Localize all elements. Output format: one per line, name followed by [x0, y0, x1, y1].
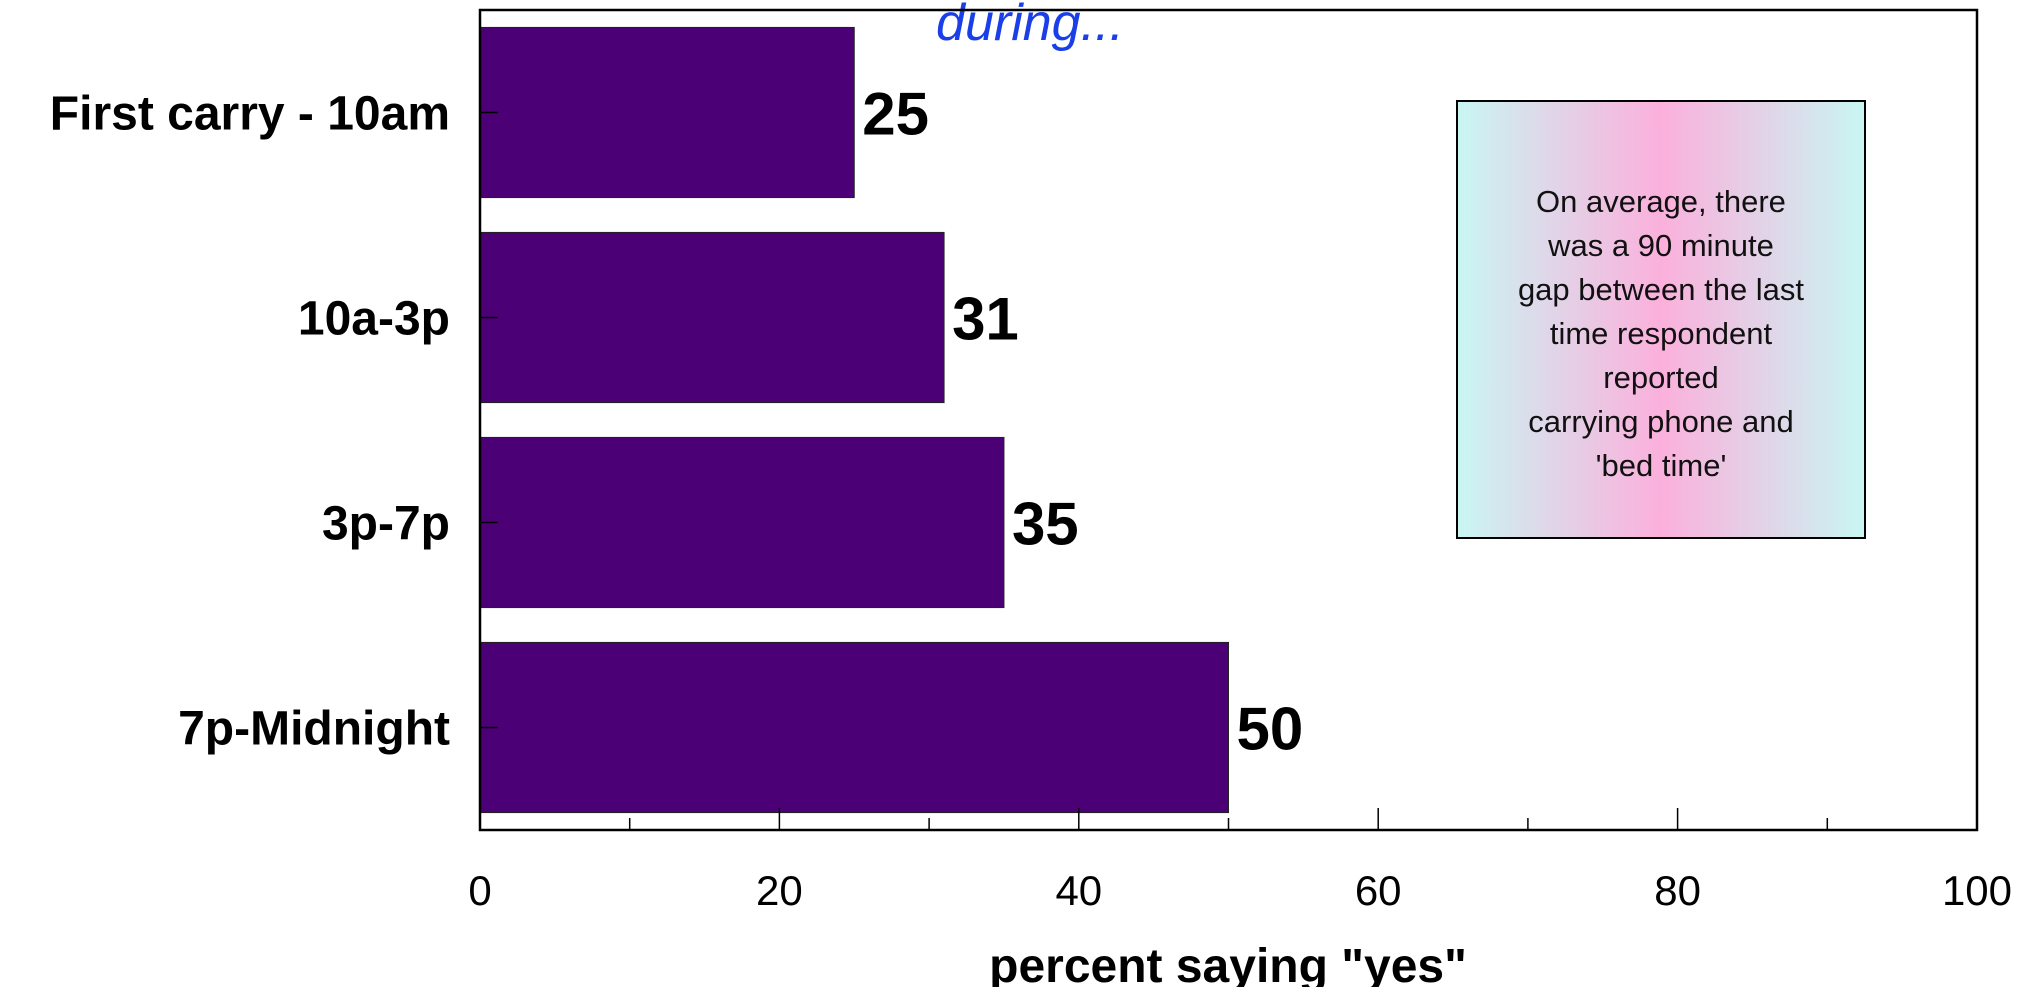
x-tick-label: 60: [1355, 867, 1402, 914]
axis-ticks: [480, 111, 1829, 830]
annotation-text: On average, there was a 90 minute gap betw…: [1518, 184, 1804, 483]
annotation-line: was a 90 minute: [1547, 228, 1774, 263]
value-label: 25: [862, 81, 929, 148]
chart-title: during...: [936, 0, 1124, 52]
bar-2: [479, 231, 945, 404]
bars-group: [479, 26, 1229, 814]
category-label: 10a-3p: [298, 293, 450, 346]
x-tick-labels: 0 20 40 60 80 100: [468, 867, 2012, 914]
x-tick-label: 80: [1654, 867, 1701, 914]
annotation-line: gap between the last: [1518, 272, 1804, 307]
value-label: 31: [952, 286, 1019, 353]
category-label: 3p-7p: [322, 498, 450, 551]
annotation-line: carrying phone and: [1528, 404, 1793, 439]
annotation-background: [1456, 100, 1866, 539]
category-labels: First carry - 10am 10a-3p 3p-7p 7p-Midnight: [50, 88, 450, 756]
annotation-line: time respondent: [1550, 316, 1773, 351]
x-tick-label: 40: [1055, 867, 1102, 914]
value-labels: 25 31 35 50: [862, 81, 1303, 763]
x-tick-label: 0: [468, 867, 491, 914]
value-label: 35: [1012, 491, 1079, 558]
x-axis-title: percent saying "yes": [989, 940, 1467, 987]
bar-3: [479, 436, 1005, 609]
annotation-box: On average, there was a 90 minute gap betw…: [1456, 100, 1866, 539]
value-label: 50: [1237, 696, 1304, 763]
x-tick-label: 20: [756, 867, 803, 914]
annotation-line: 'bed time': [1596, 448, 1727, 483]
category-label: 7p-Midnight: [178, 703, 450, 756]
annotation-line: reported: [1603, 360, 1718, 395]
category-label: First carry - 10am: [50, 88, 450, 141]
bar-4: [479, 641, 1229, 814]
annotation-line: On average, there: [1536, 184, 1786, 219]
bar-1: [479, 26, 855, 199]
x-tick-label: 100: [1942, 867, 2012, 914]
